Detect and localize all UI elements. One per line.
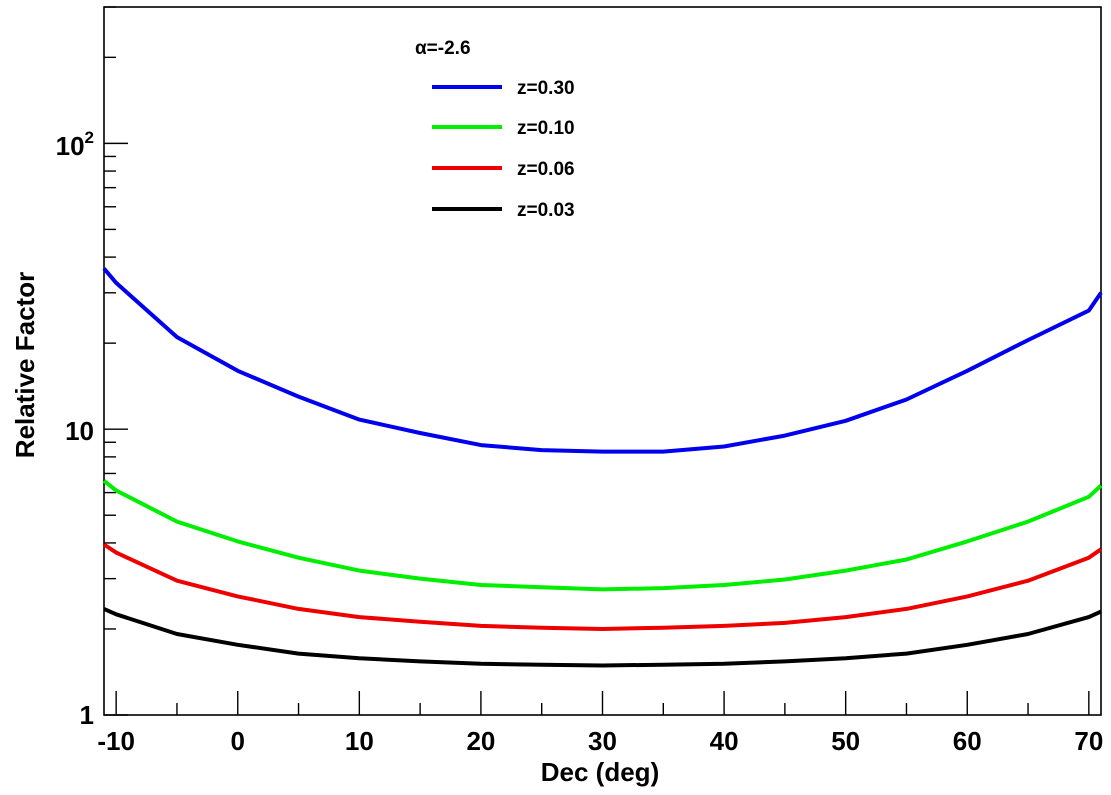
legend: α=-2.6 z=0.30 z=0.10 z=0.06 z=0.03 <box>415 38 575 221</box>
x-tick-label-30: 30 <box>588 726 617 756</box>
plot-frame <box>103 6 1102 716</box>
y-tick-label-1: 1 <box>80 700 94 730</box>
legend-label-z-0-10: z=0.10 <box>517 118 575 139</box>
series-line-z-0-30 <box>102 267 1103 454</box>
x-tick-label-10: 10 <box>345 726 374 756</box>
y-tick-label-10: 10 <box>65 416 94 446</box>
legend-label-z-0-03: z=0.03 <box>517 200 575 221</box>
x-axis-ticks <box>115 691 1090 715</box>
x-tick-label--10: -10 <box>97 726 135 756</box>
x-tick-label-70: 70 <box>1074 726 1103 756</box>
y-tick-label-100: 102 <box>56 128 94 161</box>
legend-title: α=-2.6 <box>415 38 471 59</box>
series-line-z-0-06 <box>102 542 1103 631</box>
x-tick-label-60: 60 <box>953 726 982 756</box>
x-tick-label-0: 0 <box>231 726 245 756</box>
x-tick-label-40: 40 <box>710 726 739 756</box>
x-axis-tick-labels: -10 0 10 20 30 40 50 60 70 <box>97 726 1103 756</box>
y-axis-tick-labels: 102 10 1 <box>56 128 94 730</box>
series-lines <box>102 267 1103 668</box>
legend-label-z-0-06: z=0.06 <box>517 159 575 180</box>
y-axis-ticks <box>104 6 128 716</box>
series-line-z-0-03 <box>103 607 1102 668</box>
x-tick-label-50: 50 <box>831 726 860 756</box>
x-axis-title: Dec (deg) <box>541 757 659 787</box>
y-axis-title: Relative Factor <box>10 272 40 458</box>
x-tick-label-20: 20 <box>466 726 495 756</box>
series-line-z-0-10 <box>102 479 1103 592</box>
legend-label-z-0-30: z=0.30 <box>517 78 575 99</box>
